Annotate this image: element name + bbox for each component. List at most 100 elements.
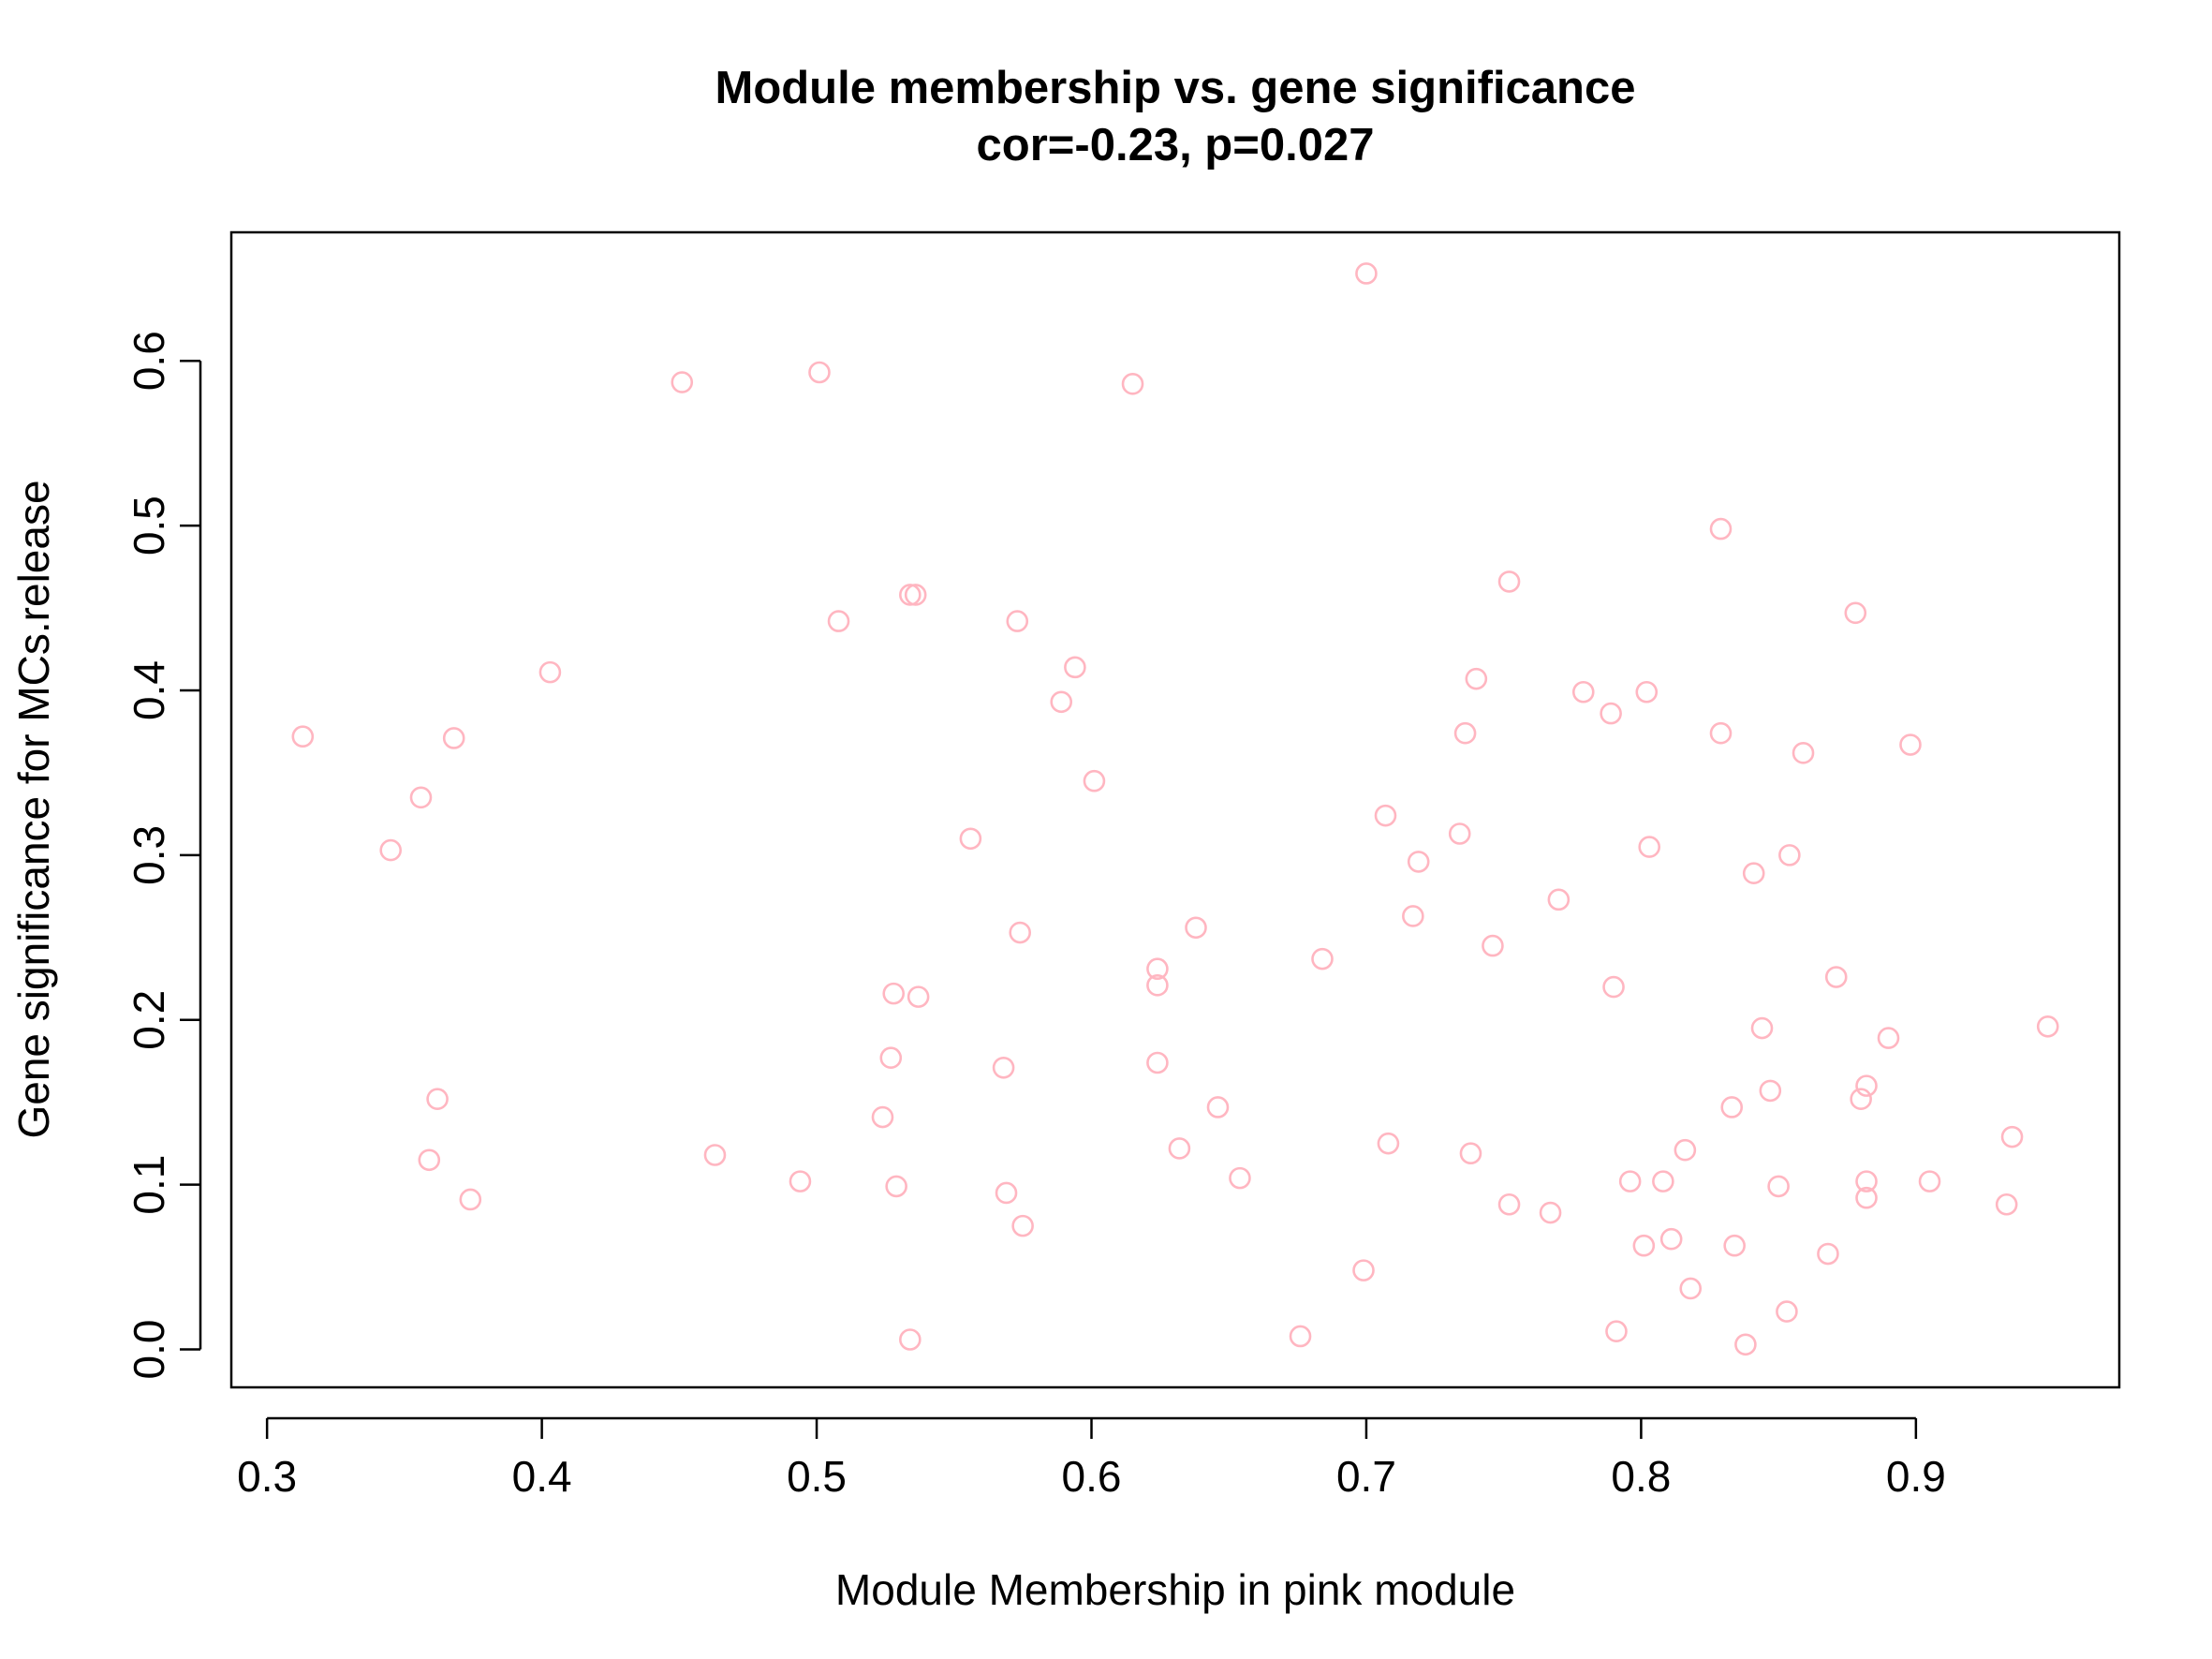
data-point xyxy=(1674,1138,1697,1162)
data-point xyxy=(1009,921,1032,944)
data-point xyxy=(1011,1214,1034,1237)
y-tick-label: 0.2 xyxy=(125,990,173,1050)
data-point xyxy=(1778,844,1801,867)
data-point xyxy=(426,1088,449,1110)
data-point xyxy=(1723,1234,1746,1257)
data-point xyxy=(1355,262,1378,285)
data-point xyxy=(1571,680,1595,704)
data-point xyxy=(1709,517,1733,541)
data-point xyxy=(1792,742,1815,764)
data-point xyxy=(1121,373,1144,395)
y-tick-label: 0.0 xyxy=(125,1320,173,1380)
data-point xyxy=(379,838,403,862)
data-point xyxy=(1050,690,1073,714)
data-points xyxy=(291,262,2059,1356)
data-point xyxy=(1817,1242,1839,1266)
data-point xyxy=(1006,610,1029,632)
data-point xyxy=(2000,1125,2024,1148)
data-point xyxy=(1497,570,1521,593)
x-tick-label: 0.3 xyxy=(237,1452,297,1501)
data-point xyxy=(1776,1300,1798,1323)
data-point xyxy=(1679,1277,1703,1300)
data-point xyxy=(1605,1320,1628,1342)
data-point xyxy=(1632,1234,1656,1257)
data-point xyxy=(1448,822,1471,845)
chart-subtitle: cor=-0.23, p=0.027 xyxy=(977,120,1375,170)
data-point xyxy=(459,1188,482,1211)
data-point xyxy=(1759,1079,1782,1103)
data-point xyxy=(1374,804,1397,827)
x-tick-label: 0.7 xyxy=(1336,1452,1396,1501)
data-point xyxy=(442,727,465,749)
data-point xyxy=(1600,702,1622,725)
data-point xyxy=(827,610,850,632)
data-point xyxy=(703,1144,727,1166)
data-point xyxy=(538,660,562,684)
data-point xyxy=(899,1328,922,1351)
data-point xyxy=(789,1170,812,1192)
y-tick-label: 0.6 xyxy=(125,331,173,391)
data-point xyxy=(2036,1015,2059,1038)
data-point xyxy=(409,786,433,809)
data-point xyxy=(1146,1051,1169,1074)
data-point xyxy=(1402,905,1424,927)
data-point xyxy=(1855,1074,1878,1097)
x-axis: 0.3 0.4 0.5 0.6 0.7 0.8 0.9 xyxy=(237,1416,1946,1501)
data-point xyxy=(1995,1192,2018,1216)
data-point xyxy=(907,985,930,1008)
data-point xyxy=(1824,966,1848,988)
data-point xyxy=(291,725,315,748)
data-point xyxy=(1918,1170,1941,1192)
data-point xyxy=(1635,680,1659,704)
data-point xyxy=(808,361,831,384)
data-point xyxy=(1311,947,1334,970)
data-point xyxy=(1734,1333,1757,1356)
data-point xyxy=(1855,1186,1878,1209)
data-point xyxy=(1709,721,1733,745)
data-point xyxy=(1407,851,1430,873)
data-point xyxy=(1352,1259,1375,1281)
data-point xyxy=(671,371,694,393)
data-point xyxy=(1539,1201,1562,1224)
data-point xyxy=(992,1056,1015,1079)
data-point xyxy=(1146,974,1169,997)
data-point xyxy=(1855,1170,1878,1192)
data-point xyxy=(885,1175,907,1198)
data-point xyxy=(1453,721,1477,745)
data-point xyxy=(1877,1027,1900,1049)
x-tick-label: 0.8 xyxy=(1611,1452,1671,1501)
x-tick-label: 0.6 xyxy=(1062,1452,1122,1501)
data-point xyxy=(904,584,927,606)
data-point xyxy=(1206,1096,1230,1118)
x-tick-label: 0.9 xyxy=(1886,1452,1946,1501)
y-axis-label: Gene significance for MCs.release xyxy=(9,480,58,1138)
data-point xyxy=(418,1148,441,1172)
data-point xyxy=(1465,667,1488,690)
y-axis: 0.0 0.1 0.2 0.3 0.4 0.5 0.6 xyxy=(125,331,202,1380)
plot-frame xyxy=(229,230,2121,1389)
x-tick-label: 0.4 xyxy=(512,1452,572,1501)
data-point xyxy=(1083,769,1106,792)
y-tick-label: 0.1 xyxy=(125,1155,173,1215)
data-point xyxy=(1767,1175,1790,1198)
y-tick-label: 0.4 xyxy=(125,660,173,720)
data-point xyxy=(1850,1088,1872,1110)
data-point xyxy=(1750,1016,1774,1040)
data-point xyxy=(1146,957,1169,981)
data-point xyxy=(1459,1142,1482,1165)
data-point xyxy=(1229,1166,1251,1190)
y-tick-label: 0.3 xyxy=(125,825,173,885)
data-point xyxy=(995,1181,1018,1205)
data-point xyxy=(1185,916,1207,940)
data-point xyxy=(1742,862,1765,885)
data-point xyxy=(1844,601,1867,625)
data-point xyxy=(1497,1192,1521,1216)
data-point xyxy=(1652,1170,1674,1192)
data-point xyxy=(882,982,906,1005)
data-point xyxy=(1289,1325,1312,1348)
data-point xyxy=(1168,1137,1191,1160)
data-point xyxy=(959,827,982,851)
data-point xyxy=(899,584,922,606)
data-point xyxy=(1482,934,1504,957)
